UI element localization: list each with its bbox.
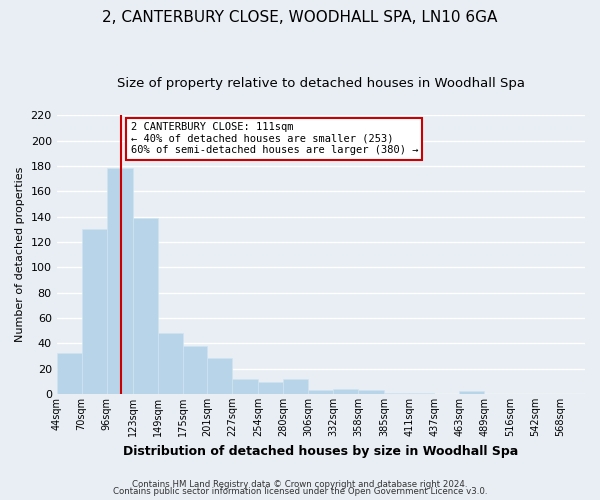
Bar [459, 392, 484, 394]
Bar [158, 333, 182, 394]
Y-axis label: Number of detached properties: Number of detached properties [15, 167, 25, 342]
Title: Size of property relative to detached houses in Woodhall Spa: Size of property relative to detached ho… [117, 78, 525, 90]
Text: Contains HM Land Registry data © Crown copyright and database right 2024.: Contains HM Land Registry data © Crown c… [132, 480, 468, 489]
Bar [334, 389, 358, 394]
Bar [358, 390, 384, 394]
Text: Contains public sector information licensed under the Open Government Licence v3: Contains public sector information licen… [113, 487, 487, 496]
Text: 2, CANTERBURY CLOSE, WOODHALL SPA, LN10 6GA: 2, CANTERBURY CLOSE, WOODHALL SPA, LN10 … [103, 10, 497, 25]
Bar [283, 378, 308, 394]
Bar [232, 378, 259, 394]
Bar [182, 346, 208, 394]
X-axis label: Distribution of detached houses by size in Woodhall Spa: Distribution of detached houses by size … [123, 444, 518, 458]
Bar [133, 218, 158, 394]
Bar [384, 392, 409, 394]
Bar [107, 168, 133, 394]
Bar [308, 390, 334, 394]
Bar [208, 358, 232, 394]
Bar [82, 230, 107, 394]
Bar [56, 354, 82, 394]
Bar [259, 382, 283, 394]
Text: 2 CANTERBURY CLOSE: 111sqm
← 40% of detached houses are smaller (253)
60% of sem: 2 CANTERBURY CLOSE: 111sqm ← 40% of deta… [131, 122, 418, 156]
Bar [409, 392, 434, 394]
